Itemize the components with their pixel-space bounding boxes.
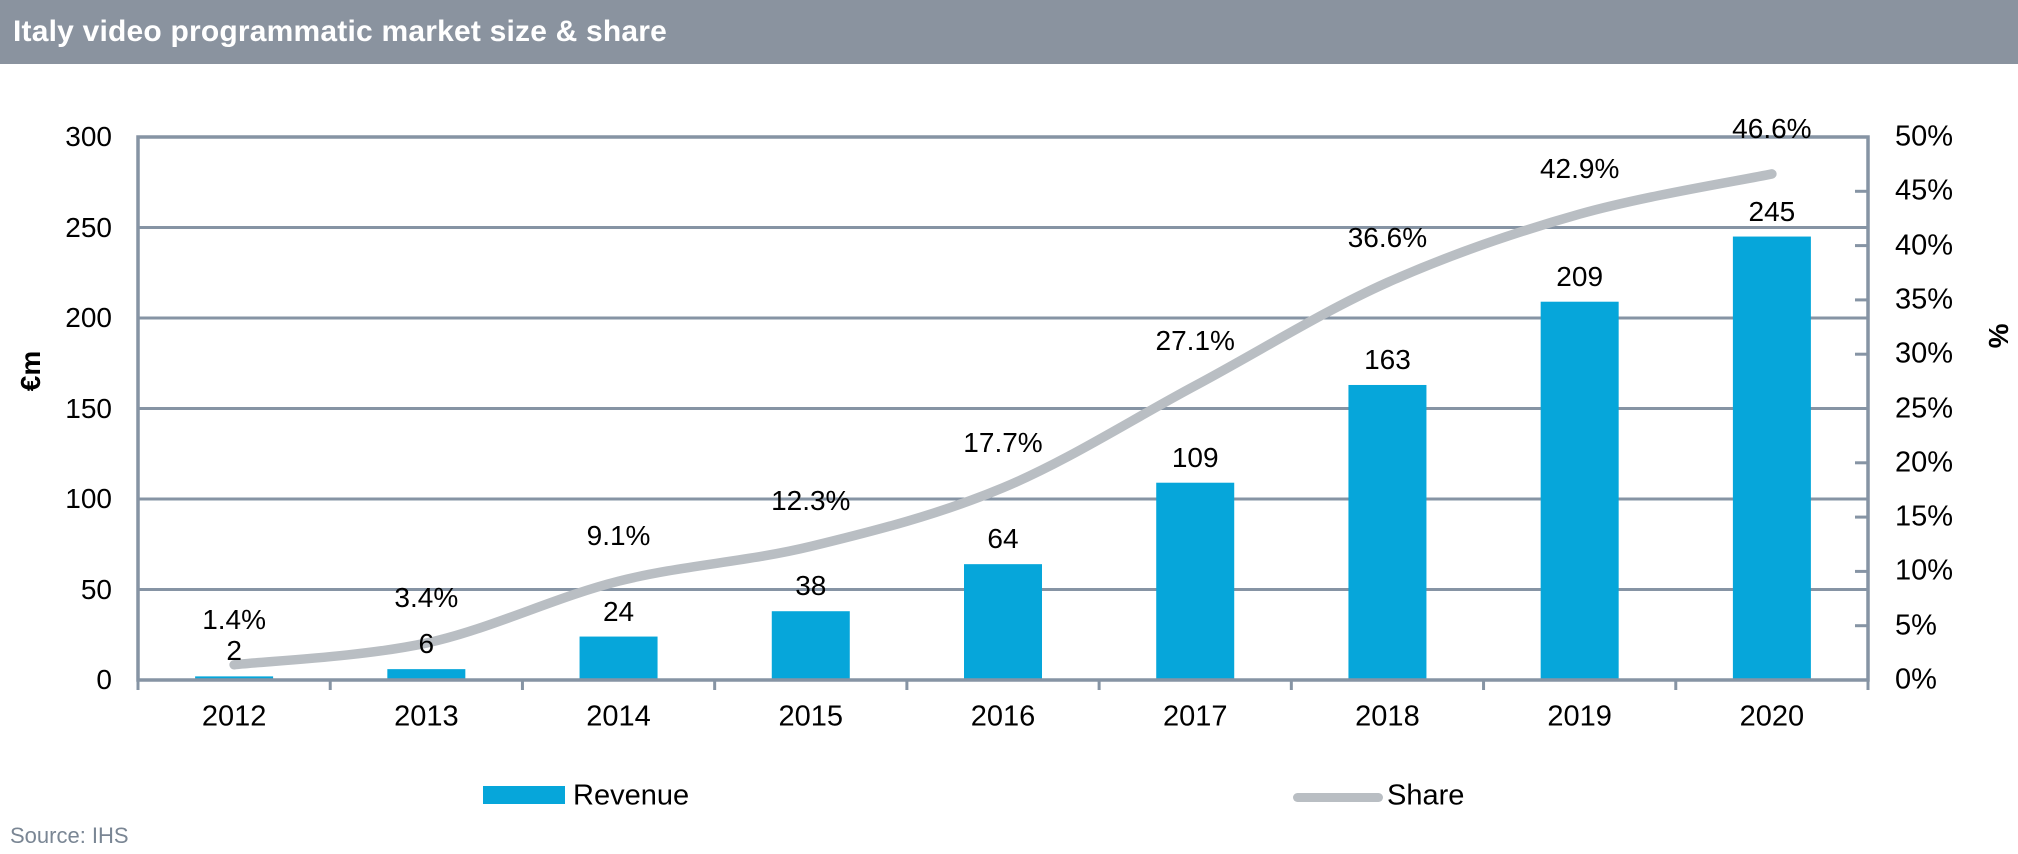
revenue-value-label: 64 [987,523,1019,555]
right-axis-tick-label: 30% [1895,337,1954,370]
plot-area [136,135,1870,690]
x-axis-year-label: 2015 [778,700,844,733]
share-value-label: 17.7% [963,426,1043,458]
right-axis-tick-label: 40% [1895,229,1954,262]
legend-label-revenue: Revenue [573,779,690,812]
share-value-label: 46.6% [1732,112,1812,144]
revenue-bar [1732,236,1811,681]
right-axis-tick-label: 50% [1895,120,1954,153]
right-axis-tick-label: 5% [1895,609,1937,642]
page-title: Italy video programmatic market size & s… [13,15,668,48]
x-axis-year-label: 2012 [201,700,267,733]
right-axis-tick-label: 20% [1895,446,1954,479]
revenue-value-label: 109 [1171,441,1219,473]
revenue-bar [964,564,1042,680]
share-value-label: 9.1% [586,520,651,552]
revenue-value-label: 2 [226,635,242,667]
left-axis-tick-label: 200 [65,302,112,333]
left-axis-tick-label: 100 [65,483,112,514]
title-bar: Italy video programmatic market size & s… [0,0,2018,64]
right-axis-tick-label: 10% [1895,554,1954,587]
revenue-bar [387,669,466,680]
right-axis-tick-label: 35% [1895,283,1954,316]
revenue-value-label: 163 [1364,343,1411,375]
share-value-label: 3.4% [394,582,459,614]
revenue-value-label: 209 [1556,260,1604,292]
left-axis-tick-label: 300 [65,121,112,152]
legend-label-share: Share [1387,779,1465,812]
share-value-label: 42.9% [1539,153,1620,185]
right-axis-tick-label: 15% [1895,500,1954,533]
revenue-value-label: 6 [418,628,435,660]
revenue-bar [771,611,850,680]
x-axis-year-label: 2019 [1547,700,1612,733]
left-axis-tick-label: 150 [65,392,112,424]
share-line [229,169,1777,670]
share-value-label: 27.1% [1155,324,1235,356]
left-axis-tick-label: 50 [80,573,112,605]
legend-swatch-revenue [483,786,565,804]
share-value-label: 36.6% [1347,221,1428,253]
revenue-bar [195,676,274,680]
revenue-bar [1156,482,1235,680]
revenue-bar [1540,301,1619,680]
revenue-value-label: 245 [1748,195,1796,227]
share-value-label: 1.4% [202,603,267,635]
legend-swatch-share [1293,793,1383,802]
share-value-label: 12.3% [771,485,851,517]
revenue-bar [579,636,658,680]
left-axis-tick-label: 0 [96,664,112,695]
left-axis-title: €m [15,350,46,392]
revenue-value-label: 24 [602,595,635,627]
right-axis-title: % [1983,323,2014,349]
x-axis-year-label: 2014 [586,700,651,733]
left-axis-tick-label: 250 [65,211,112,243]
x-axis-year-label: 2013 [394,700,459,733]
x-axis-year-label: 2020 [1739,700,1805,733]
source-note: Source: IHS [10,823,129,848]
x-axis-year-label: 2016 [970,700,1036,733]
right-axis-tick-label: 0% [1895,663,1937,696]
right-axis-tick-label: 45% [1895,174,1954,207]
revenue-bar [1348,384,1427,680]
right-axis-tick-label: 25% [1895,392,1954,424]
revenue-value-label: 38 [795,570,827,602]
x-axis-year-label: 2017 [1162,700,1228,733]
x-axis-year-label: 2018 [1355,700,1420,733]
